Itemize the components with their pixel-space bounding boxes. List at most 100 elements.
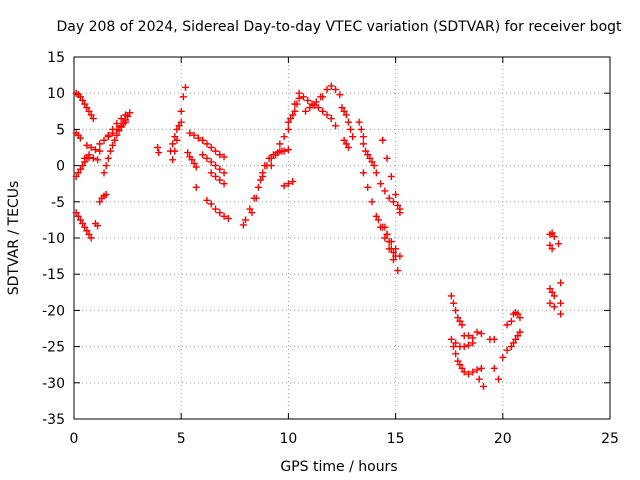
data-point (181, 83, 189, 91)
data-point (154, 144, 162, 151)
data-point (89, 115, 97, 123)
data-point (83, 141, 91, 149)
data-point (284, 180, 292, 188)
data-point (507, 343, 515, 351)
data-point (394, 201, 402, 209)
data-point (387, 238, 395, 246)
series-arc-ao (447, 335, 477, 351)
data-point (155, 149, 163, 157)
data-point (469, 368, 477, 376)
data-point (79, 220, 87, 228)
data-point (203, 154, 211, 162)
data-point (94, 222, 102, 230)
series-arc-bb (546, 299, 558, 311)
data-point (319, 93, 327, 101)
data-point (555, 240, 563, 248)
data-point (385, 194, 393, 202)
data-point (392, 191, 400, 199)
data-point (546, 285, 554, 293)
data-point (366, 154, 374, 162)
data-point (106, 147, 114, 155)
data-point (121, 118, 129, 126)
data-point (81, 223, 89, 231)
data-point (74, 169, 82, 177)
data-point (364, 151, 372, 159)
series-arc-f (83, 141, 104, 155)
data-point (289, 178, 297, 186)
tick-labels: 0 5 10 15 20 25 15 10 5 0 -5 -10 -15 -20 -25 -30 -35 (42, 50, 619, 447)
data-point (109, 129, 117, 137)
data-point (87, 144, 95, 151)
data-point (323, 111, 331, 119)
series-arc-e (81, 154, 102, 164)
data-point (452, 306, 460, 314)
data-point (499, 353, 507, 361)
data-point (109, 141, 117, 149)
data-point (280, 147, 288, 155)
data-point (177, 118, 185, 126)
data-point (340, 136, 348, 144)
series-arc-ar (475, 375, 488, 390)
series-arc-z (284, 89, 303, 126)
y-tick-label: 5 (56, 122, 65, 138)
data-point (280, 182, 288, 190)
data-point (171, 133, 179, 141)
x-tick-label: 5 (177, 431, 186, 447)
data-point (359, 133, 367, 141)
data-point (456, 317, 464, 325)
data-point (207, 144, 215, 151)
data-point (464, 332, 472, 340)
data-point (302, 107, 310, 115)
data-point (117, 122, 125, 130)
series-arc-as (486, 335, 498, 343)
data-point (379, 223, 387, 231)
series-arc-ac (319, 82, 344, 101)
data-point (104, 154, 112, 162)
data-point (516, 314, 524, 322)
data-point (458, 321, 466, 329)
data-point (503, 321, 511, 329)
data-point (449, 343, 457, 351)
data-point (272, 151, 280, 159)
data-point (550, 292, 558, 300)
data-point (216, 165, 224, 173)
data-point (550, 233, 558, 241)
series-arc-t (207, 169, 228, 188)
series-arc-bd (557, 299, 565, 318)
data-point (166, 147, 174, 155)
series-arc-aa (291, 93, 325, 108)
data-point (314, 104, 322, 112)
data-points (72, 82, 565, 390)
data-point (460, 368, 468, 376)
data-point (257, 176, 265, 184)
data-point (177, 107, 185, 115)
data-point (342, 111, 350, 119)
data-point (332, 86, 340, 94)
data-point (332, 122, 340, 130)
data-point (220, 212, 228, 220)
data-point (169, 140, 177, 148)
x-tick-label: 25 (601, 431, 619, 447)
series-arc-v (239, 172, 267, 229)
series-arc-k (104, 118, 129, 141)
data-point (280, 133, 288, 141)
data-point (175, 122, 183, 130)
data-point (449, 299, 457, 307)
series-arc-ah (359, 140, 378, 170)
data-point (512, 335, 520, 343)
series-arc-l (154, 144, 163, 157)
data-point (246, 205, 254, 213)
data-point (102, 191, 110, 199)
data-point (289, 111, 297, 119)
data-point (254, 183, 262, 191)
x-axis-label: GPS time / hours (280, 459, 397, 475)
data-point (306, 104, 314, 112)
data-point (327, 82, 335, 90)
data-point (76, 134, 84, 142)
data-point (87, 234, 95, 242)
data-point (100, 136, 108, 144)
data-point (79, 96, 87, 104)
data-point (224, 214, 232, 222)
series-arc-ba (546, 285, 558, 300)
series-arc-aj (379, 136, 404, 217)
